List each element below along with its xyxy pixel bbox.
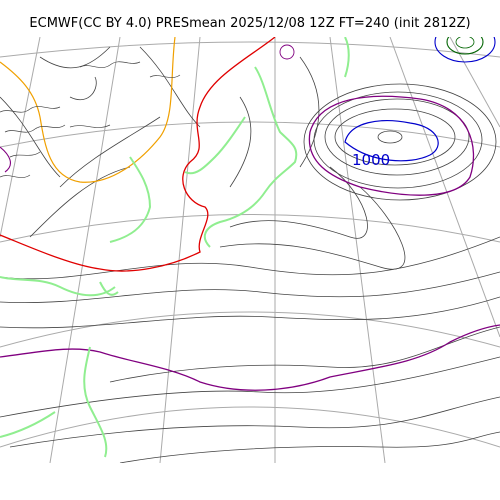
map-background (0, 37, 500, 463)
meridian-line (389, 36, 500, 338)
isobar-ring (313, 91, 483, 189)
coastline-japan-sea (184, 116, 246, 175)
isobar-purple-west (0, 146, 11, 173)
parallel-line (0, 311, 500, 348)
parallel-line (0, 214, 500, 243)
isobars-thin (0, 46, 500, 464)
isobar-ring (324, 98, 470, 176)
isobar-label-1000: 1000 (352, 151, 390, 169)
low-pressure-system (303, 83, 497, 201)
isobar-ring (377, 130, 403, 144)
coastline-japan (203, 66, 298, 248)
isobar-ring (334, 108, 456, 166)
parallel-line (0, 406, 500, 448)
coastline-southeast-asia (0, 411, 56, 438)
isobar-orange (0, 36, 176, 183)
meridian-line (329, 36, 386, 464)
coastlines (0, 36, 350, 458)
map-panel: 1000 (0, 21, 500, 464)
coastline-china (0, 276, 116, 297)
isobar-purple-low (308, 95, 475, 196)
isobar-1000 (344, 120, 439, 162)
isobar-red (0, 36, 276, 272)
meridian-line (49, 36, 121, 464)
parallel-line (0, 41, 500, 58)
meridian-line (0, 36, 41, 238)
map-title: ECMWF(CC BY 4.0) PRESmean 2025/12/08 12Z… (29, 16, 471, 31)
terrain-contours (0, 61, 181, 178)
map-svg: 1000 (0, 21, 500, 464)
coastline-taiwan (99, 281, 119, 296)
coastline-sakhalin (344, 36, 350, 78)
coastline-korea (109, 156, 152, 243)
graticule (0, 36, 500, 464)
coastline-philippines (83, 346, 108, 458)
isobar-ring (303, 83, 497, 201)
meridian-line (159, 36, 201, 464)
isobar-ring (279, 44, 295, 60)
meridian-line (449, 36, 500, 128)
